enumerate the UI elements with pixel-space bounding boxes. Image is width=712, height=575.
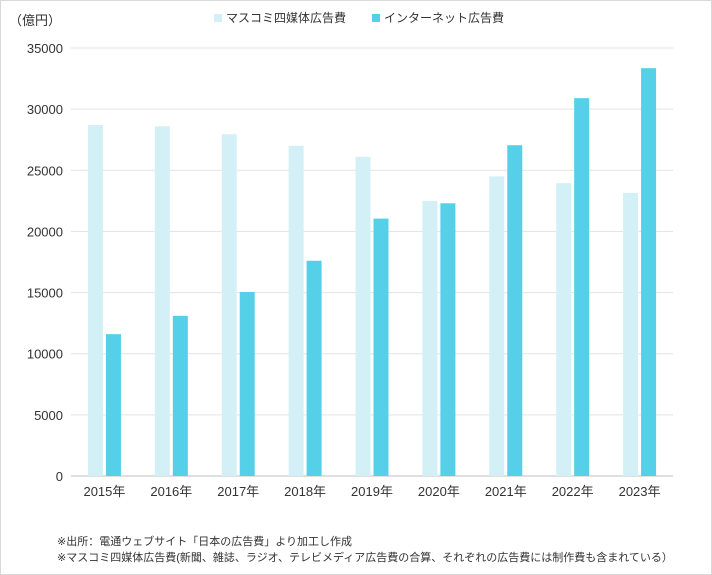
- x-tick-label: 2022年: [552, 484, 594, 499]
- y-tick-label: 30000: [27, 102, 63, 117]
- bar-internet: [641, 68, 657, 477]
- x-tick-label: 2017年: [217, 484, 259, 499]
- bar-mass-media: [355, 156, 371, 476]
- bar-internet: [574, 98, 590, 476]
- y-tick-label: 25000: [27, 163, 63, 178]
- bar-mass-media: [623, 192, 639, 476]
- bar-internet: [507, 145, 523, 476]
- source-note: ※出所：電通ウェブサイト「日本の広告費」より加工し作成: [57, 536, 352, 548]
- bar-mass-media: [87, 125, 103, 476]
- y-axis-ticks: 0 5000 10000 15000 20000 25000 30000 35000: [27, 41, 63, 484]
- bar-mass-media: [422, 200, 438, 476]
- bar-internet: [105, 334, 121, 476]
- legend: マスコミ四媒体広告費 インターネット広告費: [214, 10, 504, 25]
- y-tick-label: 20000: [27, 224, 63, 239]
- x-tick-label: 2015年: [83, 484, 125, 499]
- bar-internet: [239, 291, 255, 476]
- bar-internet: [306, 260, 322, 476]
- y-tick-label: 15000: [27, 286, 63, 301]
- bar-mass-media: [556, 183, 572, 476]
- y-tick-label: 5000: [34, 408, 63, 423]
- bar-internet: [172, 315, 188, 476]
- x-tick-label: 2018年: [284, 484, 326, 499]
- x-tick-label: 2016年: [150, 484, 192, 499]
- legend-label-mass-media: マスコミ四媒体広告費: [226, 10, 346, 25]
- x-tick-label: 2021年: [485, 484, 527, 499]
- y-tick-label: 0: [56, 469, 63, 484]
- bar-mass-media: [288, 145, 304, 477]
- definition-note: ※マスコミ四媒体広告費(新聞、雑誌、ラジオ、テレビメディア広告費の合算、それぞれ…: [57, 552, 673, 564]
- bar-mass-media: [489, 176, 505, 476]
- y-tick-label: 10000: [27, 347, 63, 362]
- legend-label-internet: インターネット広告費: [384, 10, 504, 25]
- bars: [87, 68, 657, 477]
- bar-mass-media: [221, 134, 237, 476]
- x-tick-label: 2023年: [619, 484, 661, 499]
- bar-internet: [373, 218, 389, 477]
- x-axis-ticks: 2015年 2016年 2017年 2018年 2019年 2020年 2021年 2022年…: [83, 484, 660, 499]
- x-tick-label: 2019年: [351, 484, 393, 499]
- gridlines: [71, 47, 673, 477]
- x-tick-label: 2020年: [418, 484, 460, 499]
- bar-chart: 0 5000 10000 15000 20000 25000 30000 35000 2015…: [9, 10, 673, 499]
- y-unit-label: （億円）: [9, 13, 61, 28]
- legend-swatch-mass-media: [214, 14, 222, 22]
- bar-internet: [440, 203, 456, 476]
- y-tick-label: 35000: [27, 41, 63, 56]
- legend-swatch-internet: [372, 14, 380, 22]
- bar-mass-media: [154, 126, 170, 477]
